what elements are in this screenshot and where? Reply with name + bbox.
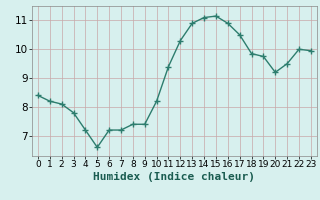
X-axis label: Humidex (Indice chaleur): Humidex (Indice chaleur) <box>93 172 255 182</box>
